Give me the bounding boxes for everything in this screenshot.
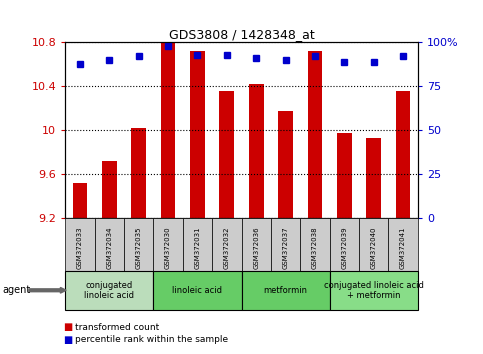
- Text: GSM372040: GSM372040: [371, 227, 377, 269]
- Bar: [161, 42, 175, 218]
- Text: GSM372036: GSM372036: [253, 227, 259, 269]
- Text: ■: ■: [63, 335, 72, 345]
- Text: transformed count: transformed count: [75, 323, 159, 332]
- Bar: [308, 51, 322, 218]
- Bar: [396, 91, 411, 218]
- Text: GSM372037: GSM372037: [283, 227, 288, 269]
- Text: GSM372031: GSM372031: [195, 227, 200, 269]
- Text: ■: ■: [63, 322, 72, 332]
- Text: conjugated linoleic acid
+ metformin: conjugated linoleic acid + metformin: [324, 281, 424, 300]
- Bar: [367, 138, 381, 218]
- Text: GSM372034: GSM372034: [106, 227, 112, 269]
- Text: GSM372035: GSM372035: [136, 227, 142, 269]
- Text: GSM372039: GSM372039: [341, 227, 347, 269]
- Bar: [219, 91, 234, 218]
- Bar: [249, 84, 264, 218]
- Text: metformin: metformin: [264, 286, 308, 295]
- Text: percentile rank within the sample: percentile rank within the sample: [75, 335, 228, 344]
- Bar: [278, 112, 293, 218]
- Title: GDS3808 / 1428348_at: GDS3808 / 1428348_at: [169, 28, 314, 41]
- Bar: [102, 161, 116, 218]
- Bar: [337, 133, 352, 218]
- Bar: [190, 51, 205, 218]
- Text: conjugated
linoleic acid: conjugated linoleic acid: [84, 281, 134, 300]
- Text: GSM372030: GSM372030: [165, 227, 171, 269]
- Text: GSM372033: GSM372033: [77, 227, 83, 269]
- Bar: [131, 128, 146, 218]
- Text: GSM372038: GSM372038: [312, 227, 318, 269]
- Text: GSM372041: GSM372041: [400, 227, 406, 269]
- Text: agent: agent: [2, 285, 30, 295]
- Bar: [72, 183, 87, 218]
- Text: GSM372032: GSM372032: [224, 227, 230, 269]
- Text: linoleic acid: linoleic acid: [172, 286, 223, 295]
